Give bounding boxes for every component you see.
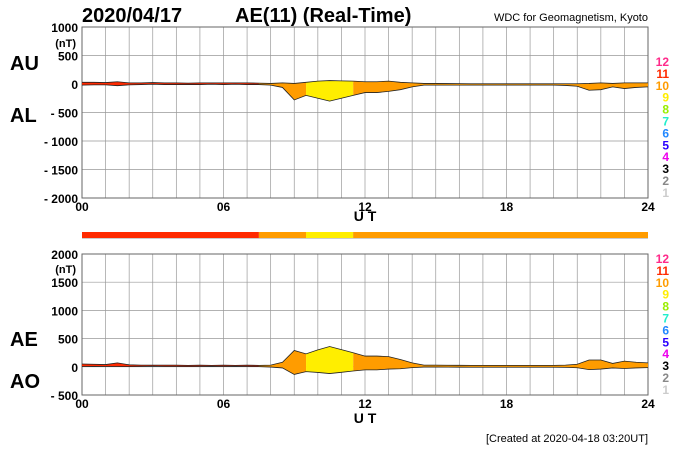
series-line-ae xyxy=(81,346,649,366)
plot-frame-top xyxy=(81,26,649,199)
x-axis-title-top: U T xyxy=(354,208,377,224)
series-line-al xyxy=(81,83,649,102)
y-tick-label: - 1500 xyxy=(44,164,78,178)
station-count-bar-segment xyxy=(353,232,648,238)
series-label-ao: AO xyxy=(10,371,40,393)
legend-station-count-2: 2 xyxy=(662,174,669,188)
y-tick-label: - 500 xyxy=(51,389,79,403)
legend-station-count-5: 5 xyxy=(662,335,669,349)
y-tick-label: 1000 xyxy=(51,21,78,35)
x-axis-title-bottom: U T xyxy=(354,410,377,426)
legend-station-count-9: 9 xyxy=(662,288,669,302)
y-tick-label: 0 xyxy=(71,78,78,92)
unit-bottom: (nT) xyxy=(55,264,76,276)
legend-station-count-6: 6 xyxy=(662,323,669,337)
legend-station-count-3: 3 xyxy=(662,359,669,373)
legend-station-count-11: 11 xyxy=(656,67,669,81)
y-tick-label: 500 xyxy=(58,50,78,64)
legend-station-count-7: 7 xyxy=(662,115,669,129)
y-tick-label: - 2000 xyxy=(44,192,78,206)
y-tick-label: 1000 xyxy=(51,304,78,318)
legend-station-count-10: 10 xyxy=(656,276,670,290)
legend-station-count-4: 4 xyxy=(662,347,669,361)
series-label-au: AU xyxy=(10,53,39,75)
area-segment-10-stations xyxy=(258,82,307,100)
y-tick-label: 1500 xyxy=(51,276,78,290)
legend-station-count-7: 7 xyxy=(662,312,669,326)
series-line-au xyxy=(82,80,648,85)
legend-station-count-8: 8 xyxy=(662,103,669,117)
station-count-bar-segment xyxy=(306,232,354,238)
legend-station-count-5: 5 xyxy=(662,138,669,152)
x-tick-label: 00 xyxy=(75,397,89,411)
y-tick-label: - 1000 xyxy=(44,135,78,149)
chart-title: AE(11) (Real-Time) xyxy=(235,5,411,27)
area-segment-9-stations xyxy=(306,346,354,374)
x-tick-label: 12 xyxy=(358,200,372,214)
y-tick-label: 500 xyxy=(58,333,78,347)
legend-station-count-6: 6 xyxy=(662,126,669,140)
x-tick-label: 06 xyxy=(217,397,231,411)
x-tick-label: 18 xyxy=(500,397,514,411)
x-tick-label: 06 xyxy=(217,200,231,214)
area-segment-10-stations xyxy=(353,352,648,372)
station-count-bar-segment xyxy=(258,232,307,238)
legend-station-count-1: 1 xyxy=(662,383,669,397)
area-segment-9-stations xyxy=(306,80,354,102)
x-tick-label: 24 xyxy=(641,397,655,411)
x-tick-label: 12 xyxy=(358,397,372,411)
legend-station-count-12: 12 xyxy=(656,252,670,266)
series-line-ao xyxy=(81,365,649,375)
x-tick-label: 18 xyxy=(500,200,514,214)
legend-station-count-2: 2 xyxy=(662,371,669,385)
legend-station-count-8: 8 xyxy=(662,300,669,314)
plot-frame-bottom xyxy=(81,253,649,396)
legend-station-count-1: 1 xyxy=(662,186,669,200)
legend-station-count-10: 10 xyxy=(656,79,670,93)
y-tick-label: 2000 xyxy=(51,248,78,262)
x-tick-label: 00 xyxy=(75,200,89,214)
x-tick-label: 24 xyxy=(641,200,655,214)
legend-station-count-12: 12 xyxy=(656,55,670,69)
unit-top: (nT) xyxy=(55,38,76,50)
date-title: 2020/04/17 xyxy=(82,5,182,27)
legend-station-count-4: 4 xyxy=(662,150,669,164)
created-timestamp: [Created at 2020-04-18 03:20UT] xyxy=(486,433,648,445)
source-label: WDC for Geomagnetism, Kyoto xyxy=(494,12,648,24)
station-count-bar-segment xyxy=(82,232,259,238)
legend-station-count-11: 11 xyxy=(656,264,669,278)
legend-station-count-9: 9 xyxy=(662,91,669,105)
y-tick-label: 0 xyxy=(71,361,78,375)
series-label-al: AL xyxy=(10,105,37,127)
y-tick-label: - 500 xyxy=(51,107,79,121)
series-label-ae: AE xyxy=(10,329,38,351)
legend-station-count-3: 3 xyxy=(662,162,669,176)
area-segment-10-stations xyxy=(353,81,648,96)
